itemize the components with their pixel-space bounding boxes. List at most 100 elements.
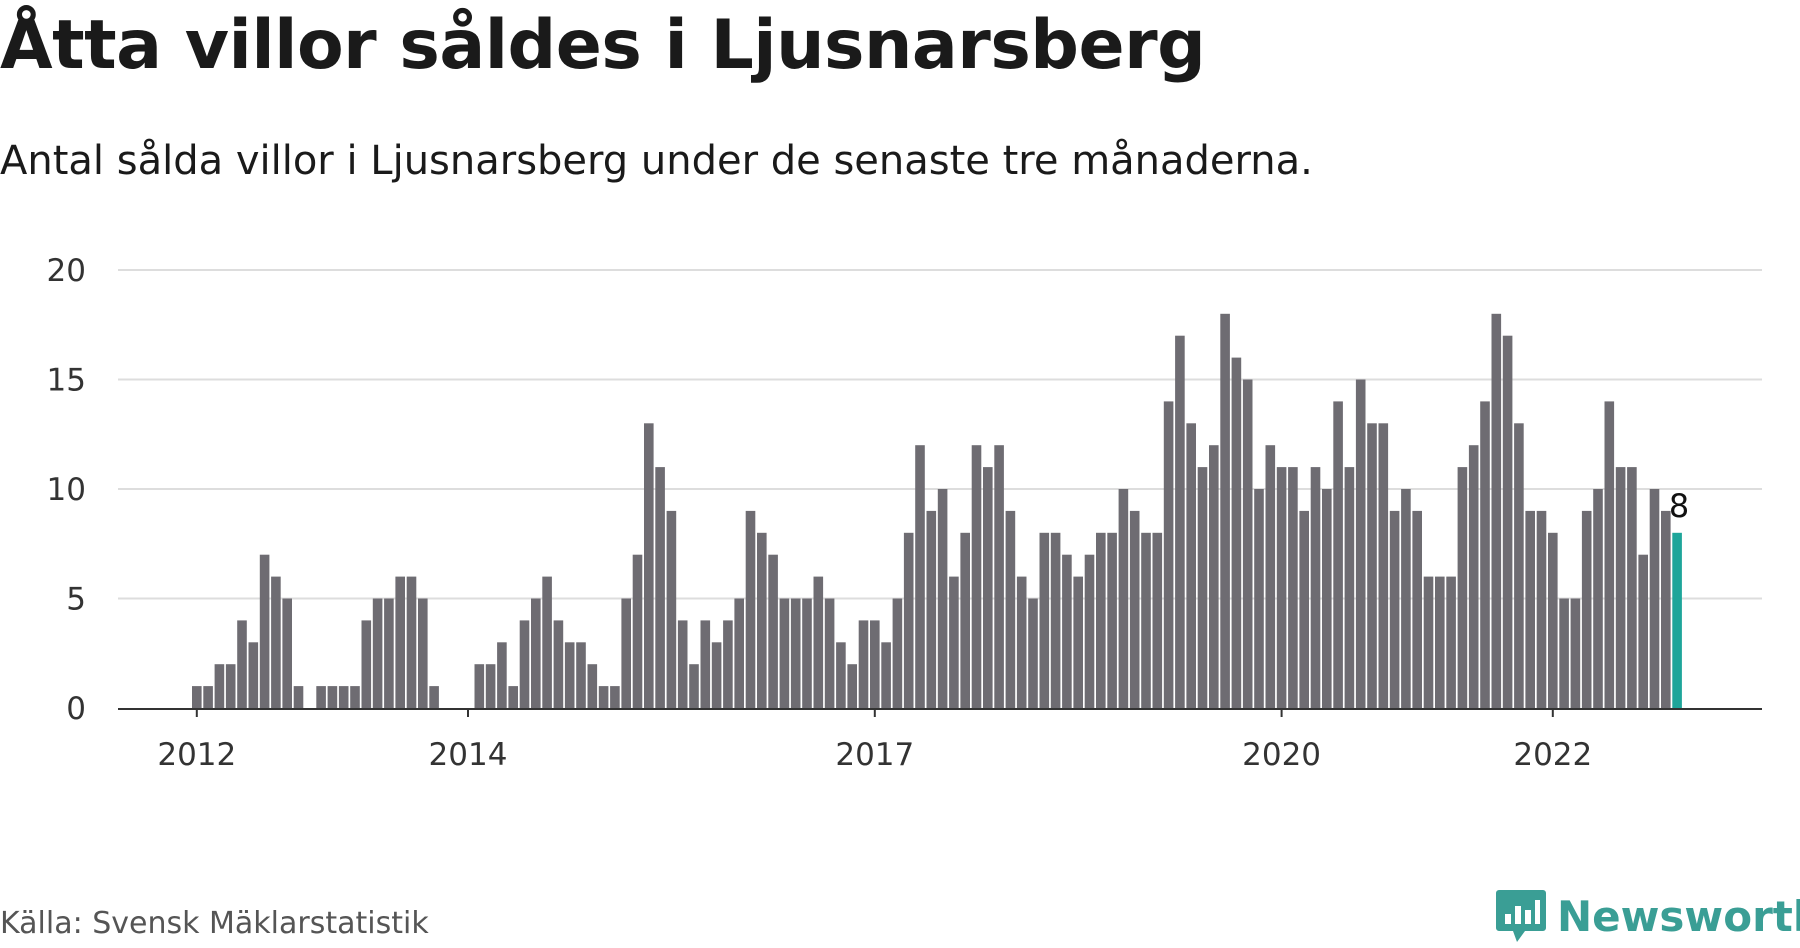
bar [271,576,281,708]
bar [1073,576,1083,708]
bar [1299,510,1309,708]
bar [316,686,326,708]
bar [870,620,880,708]
bar [1446,576,1456,708]
bar [621,598,631,708]
bar [1288,467,1298,708]
bar [406,576,417,708]
last-value-label: 8 [1669,487,1689,525]
y-axis-ticks: 0 5 10 15 20 [47,253,86,727]
bar [327,686,338,708]
bar [429,686,439,708]
bar [971,445,982,708]
newsworthy-icon [1496,890,1546,942]
bar [384,598,394,708]
bar [1514,423,1524,708]
bar [598,686,609,708]
bar [497,642,507,708]
bar [1084,554,1095,708]
bar [1480,401,1490,708]
bar [1423,576,1434,708]
bar [960,532,970,708]
bar [666,510,677,708]
bar [1310,467,1321,708]
bar [1615,467,1626,708]
bar [700,620,711,708]
bar [768,554,778,708]
bar [802,598,812,708]
chart-title: Åtta villor såldes i Ljusnarsberg [0,6,1206,85]
bar [225,664,236,708]
bar [395,576,405,708]
bar [632,554,643,708]
bar [926,510,937,708]
bar [723,620,733,708]
x-tick-label: 2012 [157,737,236,773]
bar [485,664,496,708]
bar [881,642,891,708]
bar [1254,489,1264,708]
y-tick-label: 15 [47,363,86,399]
bar [655,467,665,708]
bar [1209,445,1219,708]
bars [192,313,1682,708]
bar [745,510,756,708]
bar [293,686,304,708]
bar [1435,576,1445,708]
bar [1548,532,1558,708]
x-tick-label: 2022 [1513,737,1592,773]
data-labels: 8 [1669,487,1689,525]
bar [892,598,903,708]
bar [214,664,225,708]
bar [813,576,824,708]
bar [994,445,1004,708]
bar [1355,379,1366,708]
bar [1265,445,1276,708]
bar [1593,489,1603,708]
x-tick-label: 2020 [1242,737,1321,773]
bar [1389,510,1400,708]
bar [1661,510,1671,708]
bar [790,598,801,708]
x-tick-label: 2014 [429,737,508,773]
bar [836,642,846,708]
bar [1186,423,1196,708]
bar [689,664,699,708]
bar [1276,467,1287,708]
bar [1491,313,1502,708]
bar [779,598,790,708]
bar [903,532,914,708]
bar [192,686,202,708]
bar [1468,445,1479,708]
bar [949,576,959,708]
chart-subtitle: Antal sålda villor i Ljusnarsberg under … [0,138,1313,184]
bar [474,664,485,708]
bar [1412,510,1422,708]
bar [1028,598,1038,708]
bar [1016,576,1027,708]
bar [1039,532,1050,708]
bar [1649,489,1660,708]
bar [1627,467,1637,708]
bar-chart: 0 5 10 15 20 2012 2014 2017 2020 2022 8 [47,253,1762,773]
bar [757,532,767,708]
bar [1378,423,1389,708]
bar [1062,554,1072,708]
bar [259,554,270,708]
bar [542,576,552,708]
bar [1242,379,1253,708]
bar [361,620,372,708]
bar [824,598,835,708]
bar [644,423,654,708]
x-axis-ticks: 2012 2014 2017 2020 2022 [157,709,1592,773]
bar [587,664,598,708]
bar [1050,532,1061,708]
bar [576,642,586,708]
bar [734,598,744,708]
bar [531,598,541,708]
bar [1638,554,1648,708]
source-note: Källa: Svensk Mäklarstatistik [0,906,429,941]
bar [1231,357,1242,708]
bar [1344,467,1355,708]
y-tick-label: 5 [66,582,86,618]
